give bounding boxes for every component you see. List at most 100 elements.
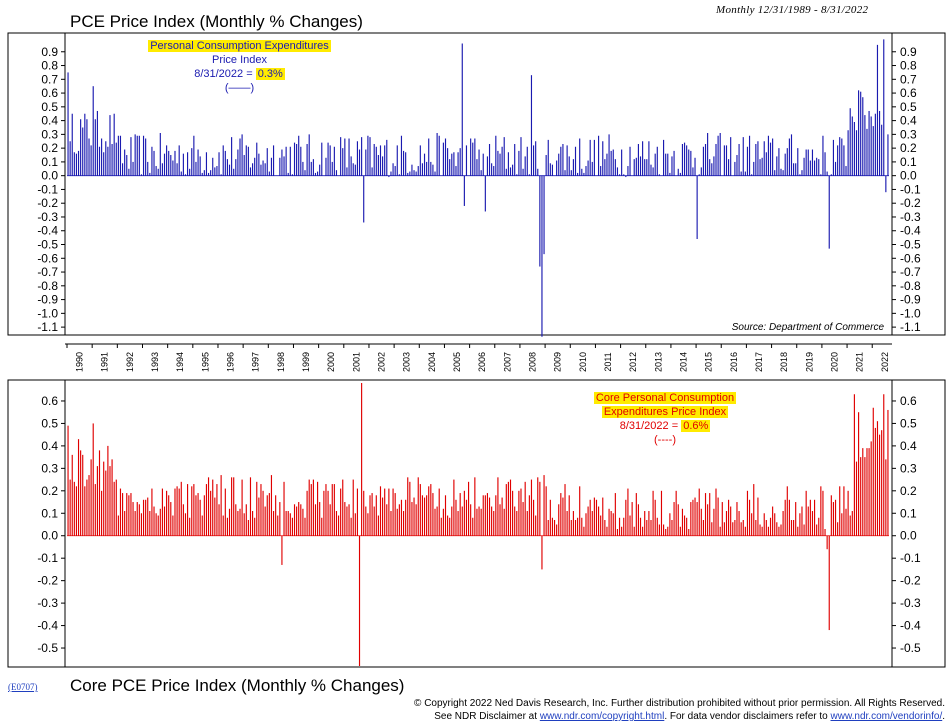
y-label-right: 0.1 <box>900 506 917 520</box>
year-label: 2008 <box>528 352 538 372</box>
y-label-left: 0.0 <box>41 169 58 183</box>
disclaimer-prefix: See NDR Disclaimer at <box>434 711 540 722</box>
y-label-right: -0.1 <box>900 182 921 196</box>
pce-legend: Personal Consumption Expenditures Price … <box>132 39 347 95</box>
year-label: 1997 <box>251 352 261 372</box>
y-label-left: -0.4 <box>37 224 58 238</box>
y-label-left: -0.4 <box>37 619 58 633</box>
y-label-left: 0.3 <box>41 127 58 141</box>
year-label: 2017 <box>754 352 764 372</box>
year-axis: 1990 1991 1992 1993 1994 1995 1996 1997 1998 1999… <box>66 344 890 372</box>
y-label-right: -0.4 <box>900 619 921 633</box>
core-legend-marker: (----) <box>654 434 676 446</box>
y-label-right: 0.5 <box>900 416 917 430</box>
y-label-right: 0.6 <box>900 86 917 100</box>
disclaimer-suffix: . <box>942 711 945 722</box>
year-label: 2021 <box>855 352 865 372</box>
y-label-left: 0.5 <box>41 416 58 430</box>
y-label-left: -0.1 <box>37 182 58 196</box>
y-label-left: -0.3 <box>37 596 58 610</box>
year-label: 1993 <box>150 352 160 372</box>
disclaimer-middle: . For data vendor disclaimers refer to <box>664 711 831 722</box>
y-label-right: 0.2 <box>900 484 917 498</box>
y-label-left: 0.1 <box>41 155 58 169</box>
year-label: 1991 <box>100 352 110 372</box>
year-label: 2005 <box>452 352 462 372</box>
bottom-chart-title: Core PCE Price Index (Monthly % Changes) <box>70 676 405 695</box>
year-label: 2004 <box>427 352 437 372</box>
pce-legend-marker: (——) <box>224 82 255 94</box>
y-label-right: -1.0 <box>900 306 921 320</box>
y-label-right: -0.1 <box>900 551 921 565</box>
y-label-right: 0.4 <box>900 439 917 453</box>
year-label: 2003 <box>402 352 412 372</box>
y-label-right: 0.9 <box>900 45 917 59</box>
year-label: 2006 <box>477 352 487 372</box>
year-label: 2014 <box>679 352 689 372</box>
year-label: 1996 <box>226 352 236 372</box>
y-label-left: -1.1 <box>37 320 58 334</box>
year-label: 1990 <box>75 352 85 372</box>
y-label-right: -1.1 <box>900 320 921 334</box>
year-label: 2002 <box>377 352 387 372</box>
source-note: Source: Department of Commerce <box>731 322 884 333</box>
year-label: 2011 <box>603 352 613 371</box>
copyright-line: © Copyright 2022 Ned Davis Research, Inc… <box>414 698 945 709</box>
y-label-right: 0.4 <box>900 114 917 128</box>
y-label-left: 0.4 <box>41 439 58 453</box>
y-label-right: -0.9 <box>900 293 921 307</box>
chart-code-link[interactable]: (E0707) <box>8 682 38 692</box>
y-label-right: 0.7 <box>900 72 917 86</box>
y-label-left: -0.9 <box>37 293 58 307</box>
y-label-left: -0.6 <box>37 251 58 265</box>
bottom-panel-border <box>7 379 946 668</box>
top-y-axes: 0.9 0.90.8 0.80.7 0.70.6 0.60.5 0.50.4 0.40.3 0… <box>37 45 921 334</box>
y-label-left: -0.2 <box>37 196 58 210</box>
pce-legend-subname: Price Index <box>211 54 268 66</box>
year-label: 2018 <box>779 352 789 372</box>
core-legend-subname: Expenditures Price Index <box>601 406 729 418</box>
y-label-right: 0.5 <box>900 100 917 114</box>
y-label-left: -0.5 <box>37 641 58 655</box>
y-label-left: 0.3 <box>41 461 58 475</box>
y-label-left: 0.9 <box>41 45 58 59</box>
copyright-link[interactable]: www.ndr.com/copyright.html <box>539 711 665 722</box>
year-label: 2015 <box>704 352 714 372</box>
core-legend-date: 8/31/2022 <box>619 420 669 432</box>
year-label: 1999 <box>301 352 311 372</box>
y-label-left: 0.7 <box>41 72 58 86</box>
chart-title: PCE Price Index (Monthly % Changes) <box>70 12 363 31</box>
bottom-y-axes: 0.6 0.6 0.5 0.5 0.4 0.4 0.3 0.3 0.2 0.2 0.1 0.1 0.0 0… <box>37 394 921 655</box>
y-label-left: -0.8 <box>37 279 58 293</box>
core-pce-bars <box>67 383 889 666</box>
y-label-left: -0.1 <box>37 551 58 565</box>
y-label-left: 0.2 <box>41 141 58 155</box>
top-panel-border <box>7 32 946 336</box>
y-label-left: 0.6 <box>41 86 58 100</box>
year-label: 2010 <box>578 352 588 372</box>
year-label: 2016 <box>729 352 739 372</box>
y-label-right: -0.4 <box>900 224 921 238</box>
y-label-right: 0.3 <box>900 127 917 141</box>
copyright-notice: © Copyright 2022 Ned Davis Research, Inc… <box>414 697 945 723</box>
y-label-left: 0.5 <box>41 100 58 114</box>
y-label-left: -0.5 <box>37 238 58 252</box>
year-label: 2001 <box>351 352 361 372</box>
y-label-right: -0.8 <box>900 279 921 293</box>
y-label-right: -0.2 <box>900 196 921 210</box>
year-label: 2007 <box>502 352 512 372</box>
vendor-info-link[interactable]: www.ndr.com/vendorinfo/ <box>830 711 943 722</box>
y-label-right: 0.0 <box>900 529 917 543</box>
year-label: 1992 <box>125 352 135 372</box>
year-label: 2012 <box>628 352 638 372</box>
y-label-right: 0.3 <box>900 461 917 475</box>
date-range: Monthly 12/31/1989 - 8/31/2022 <box>716 4 869 16</box>
y-label-right: -0.3 <box>900 210 921 224</box>
y-label-left: 0.2 <box>41 484 58 498</box>
y-label-right: -0.7 <box>900 265 921 279</box>
year-label: 2009 <box>553 352 563 372</box>
y-label-right: -0.3 <box>900 596 921 610</box>
year-label: 1998 <box>276 352 286 372</box>
pce-legend-name: Personal Consumption Expenditures <box>148 40 331 52</box>
y-label-right: -0.5 <box>900 238 921 252</box>
